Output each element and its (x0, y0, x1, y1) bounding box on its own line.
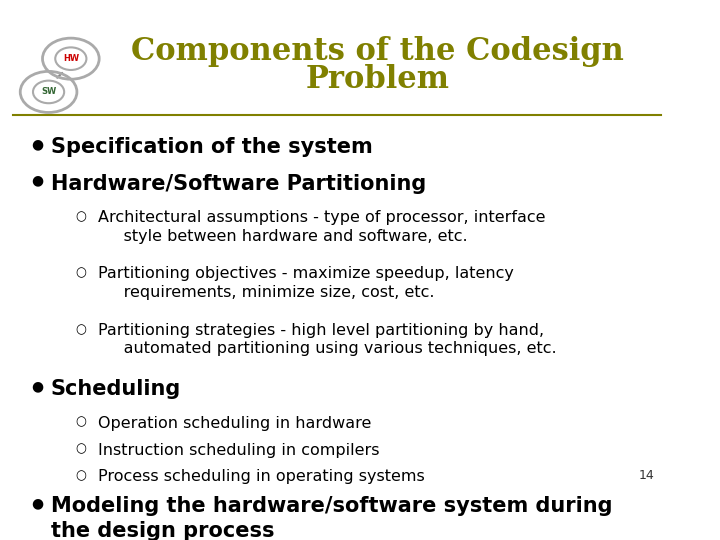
Text: HW: HW (63, 54, 79, 63)
Text: ○: ○ (76, 469, 86, 482)
Text: Hardware/Software Partitioning: Hardware/Software Partitioning (50, 173, 426, 193)
Text: ●: ● (31, 379, 43, 393)
Text: ●: ● (31, 137, 43, 151)
Text: Problem: Problem (306, 64, 450, 94)
Text: ●: ● (31, 173, 43, 187)
Circle shape (33, 80, 64, 103)
Text: ○: ○ (76, 323, 86, 336)
Text: SW: SW (41, 87, 56, 97)
Text: ●: ● (31, 496, 43, 510)
Text: Operation scheduling in hardware: Operation scheduling in hardware (98, 416, 372, 430)
Text: Partitioning strategies - high level partitioning by hand,
     automated partit: Partitioning strategies - high level par… (98, 323, 557, 356)
Text: Modeling the hardware/software system during
the design process: Modeling the hardware/software system du… (50, 496, 612, 540)
Text: ○: ○ (76, 266, 86, 280)
Text: Architectural assumptions - type of processor, interface
     style between hard: Architectural assumptions - type of proc… (98, 210, 545, 244)
Text: ○: ○ (76, 442, 86, 456)
Text: Scheduling: Scheduling (50, 379, 181, 399)
Text: Specification of the system: Specification of the system (50, 137, 372, 157)
Text: ○: ○ (76, 210, 86, 223)
Text: ○: ○ (76, 416, 86, 429)
Text: Instruction scheduling in compilers: Instruction scheduling in compilers (98, 442, 379, 457)
Text: Components of the Codesign: Components of the Codesign (131, 36, 624, 67)
Text: Partitioning objectives - maximize speedup, latency
     requirements, minimize : Partitioning objectives - maximize speed… (98, 266, 513, 300)
Circle shape (55, 48, 86, 70)
Text: Process scheduling in operating systems: Process scheduling in operating systems (98, 469, 425, 484)
Text: 14: 14 (639, 469, 654, 482)
